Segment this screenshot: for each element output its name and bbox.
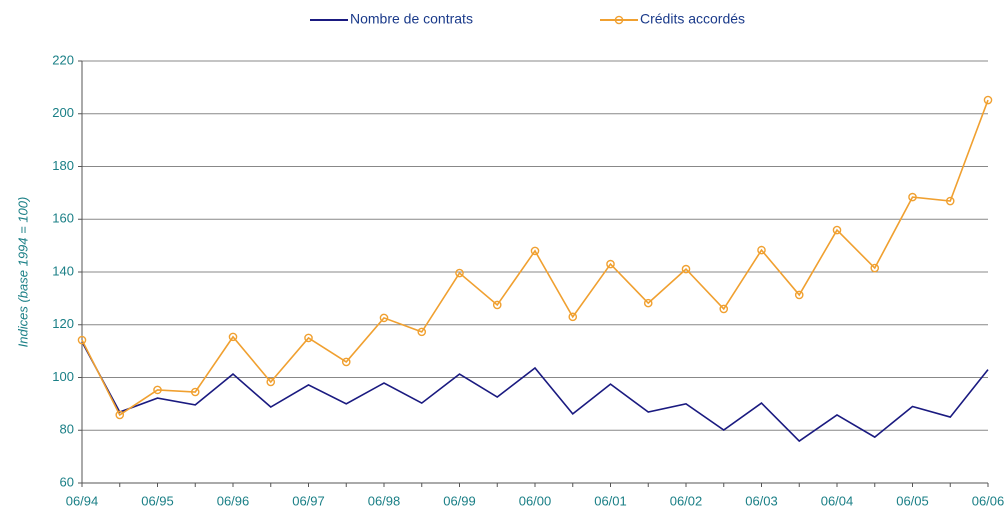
point: [379, 313, 389, 323]
point: [983, 95, 993, 105]
y-tick-label: 120: [52, 316, 74, 331]
y-tick-label: 220: [52, 52, 74, 67]
series-line: [81, 99, 989, 417]
x-tick-label: 06/95: [141, 493, 174, 508]
y-tick-label: 80: [60, 422, 74, 437]
legend-label: Nombre de contrats: [350, 11, 473, 27]
x-tick-label: 06/01: [594, 493, 627, 508]
x-tick-label: 06/06: [972, 493, 1005, 508]
point: [643, 298, 653, 308]
point: [681, 264, 691, 274]
y-tick-label: 200: [52, 105, 74, 120]
point: [190, 387, 200, 397]
point: [153, 385, 162, 395]
point: [757, 245, 766, 255]
y-axis-title: Indices (base 1994 = 100): [15, 197, 30, 348]
point: [77, 335, 87, 345]
point: [945, 196, 955, 206]
point: [606, 259, 615, 269]
point: [870, 263, 880, 273]
y-tick-label: 100: [52, 369, 74, 384]
legend-label: Crédits accordés: [640, 11, 745, 27]
legend-marker: [614, 15, 624, 25]
x-tick-label: 06/94: [66, 493, 99, 508]
x-tick-label: 06/05: [896, 493, 929, 508]
point: [908, 192, 917, 202]
y-tick-label: 140: [52, 263, 74, 278]
point: [115, 410, 125, 420]
point: [794, 290, 804, 300]
point: [530, 246, 540, 256]
point: [719, 304, 729, 314]
point: [228, 332, 238, 342]
y-tick-label: 180: [52, 158, 74, 173]
x-tick-label: 06/04: [821, 493, 854, 508]
x-tick-label: 06/97: [292, 493, 325, 508]
x-tick-label: 06/96: [217, 493, 250, 508]
point: [492, 300, 502, 310]
x-tick-label: 06/00: [519, 493, 552, 508]
point: [341, 357, 351, 367]
point: [568, 312, 578, 322]
point: [832, 225, 842, 235]
x-tick-label: 06/03: [745, 493, 778, 508]
point: [417, 327, 427, 337]
x-tick-label: 06/02: [670, 493, 703, 508]
y-tick-label: 160: [52, 211, 74, 226]
point: [455, 268, 464, 278]
point: [304, 333, 313, 343]
y-tick-label: 60: [60, 474, 74, 489]
point: [266, 377, 276, 387]
x-tick-label: 06/98: [368, 493, 401, 508]
series-line: [81, 341, 989, 443]
x-tick-label: 06/99: [443, 493, 476, 508]
